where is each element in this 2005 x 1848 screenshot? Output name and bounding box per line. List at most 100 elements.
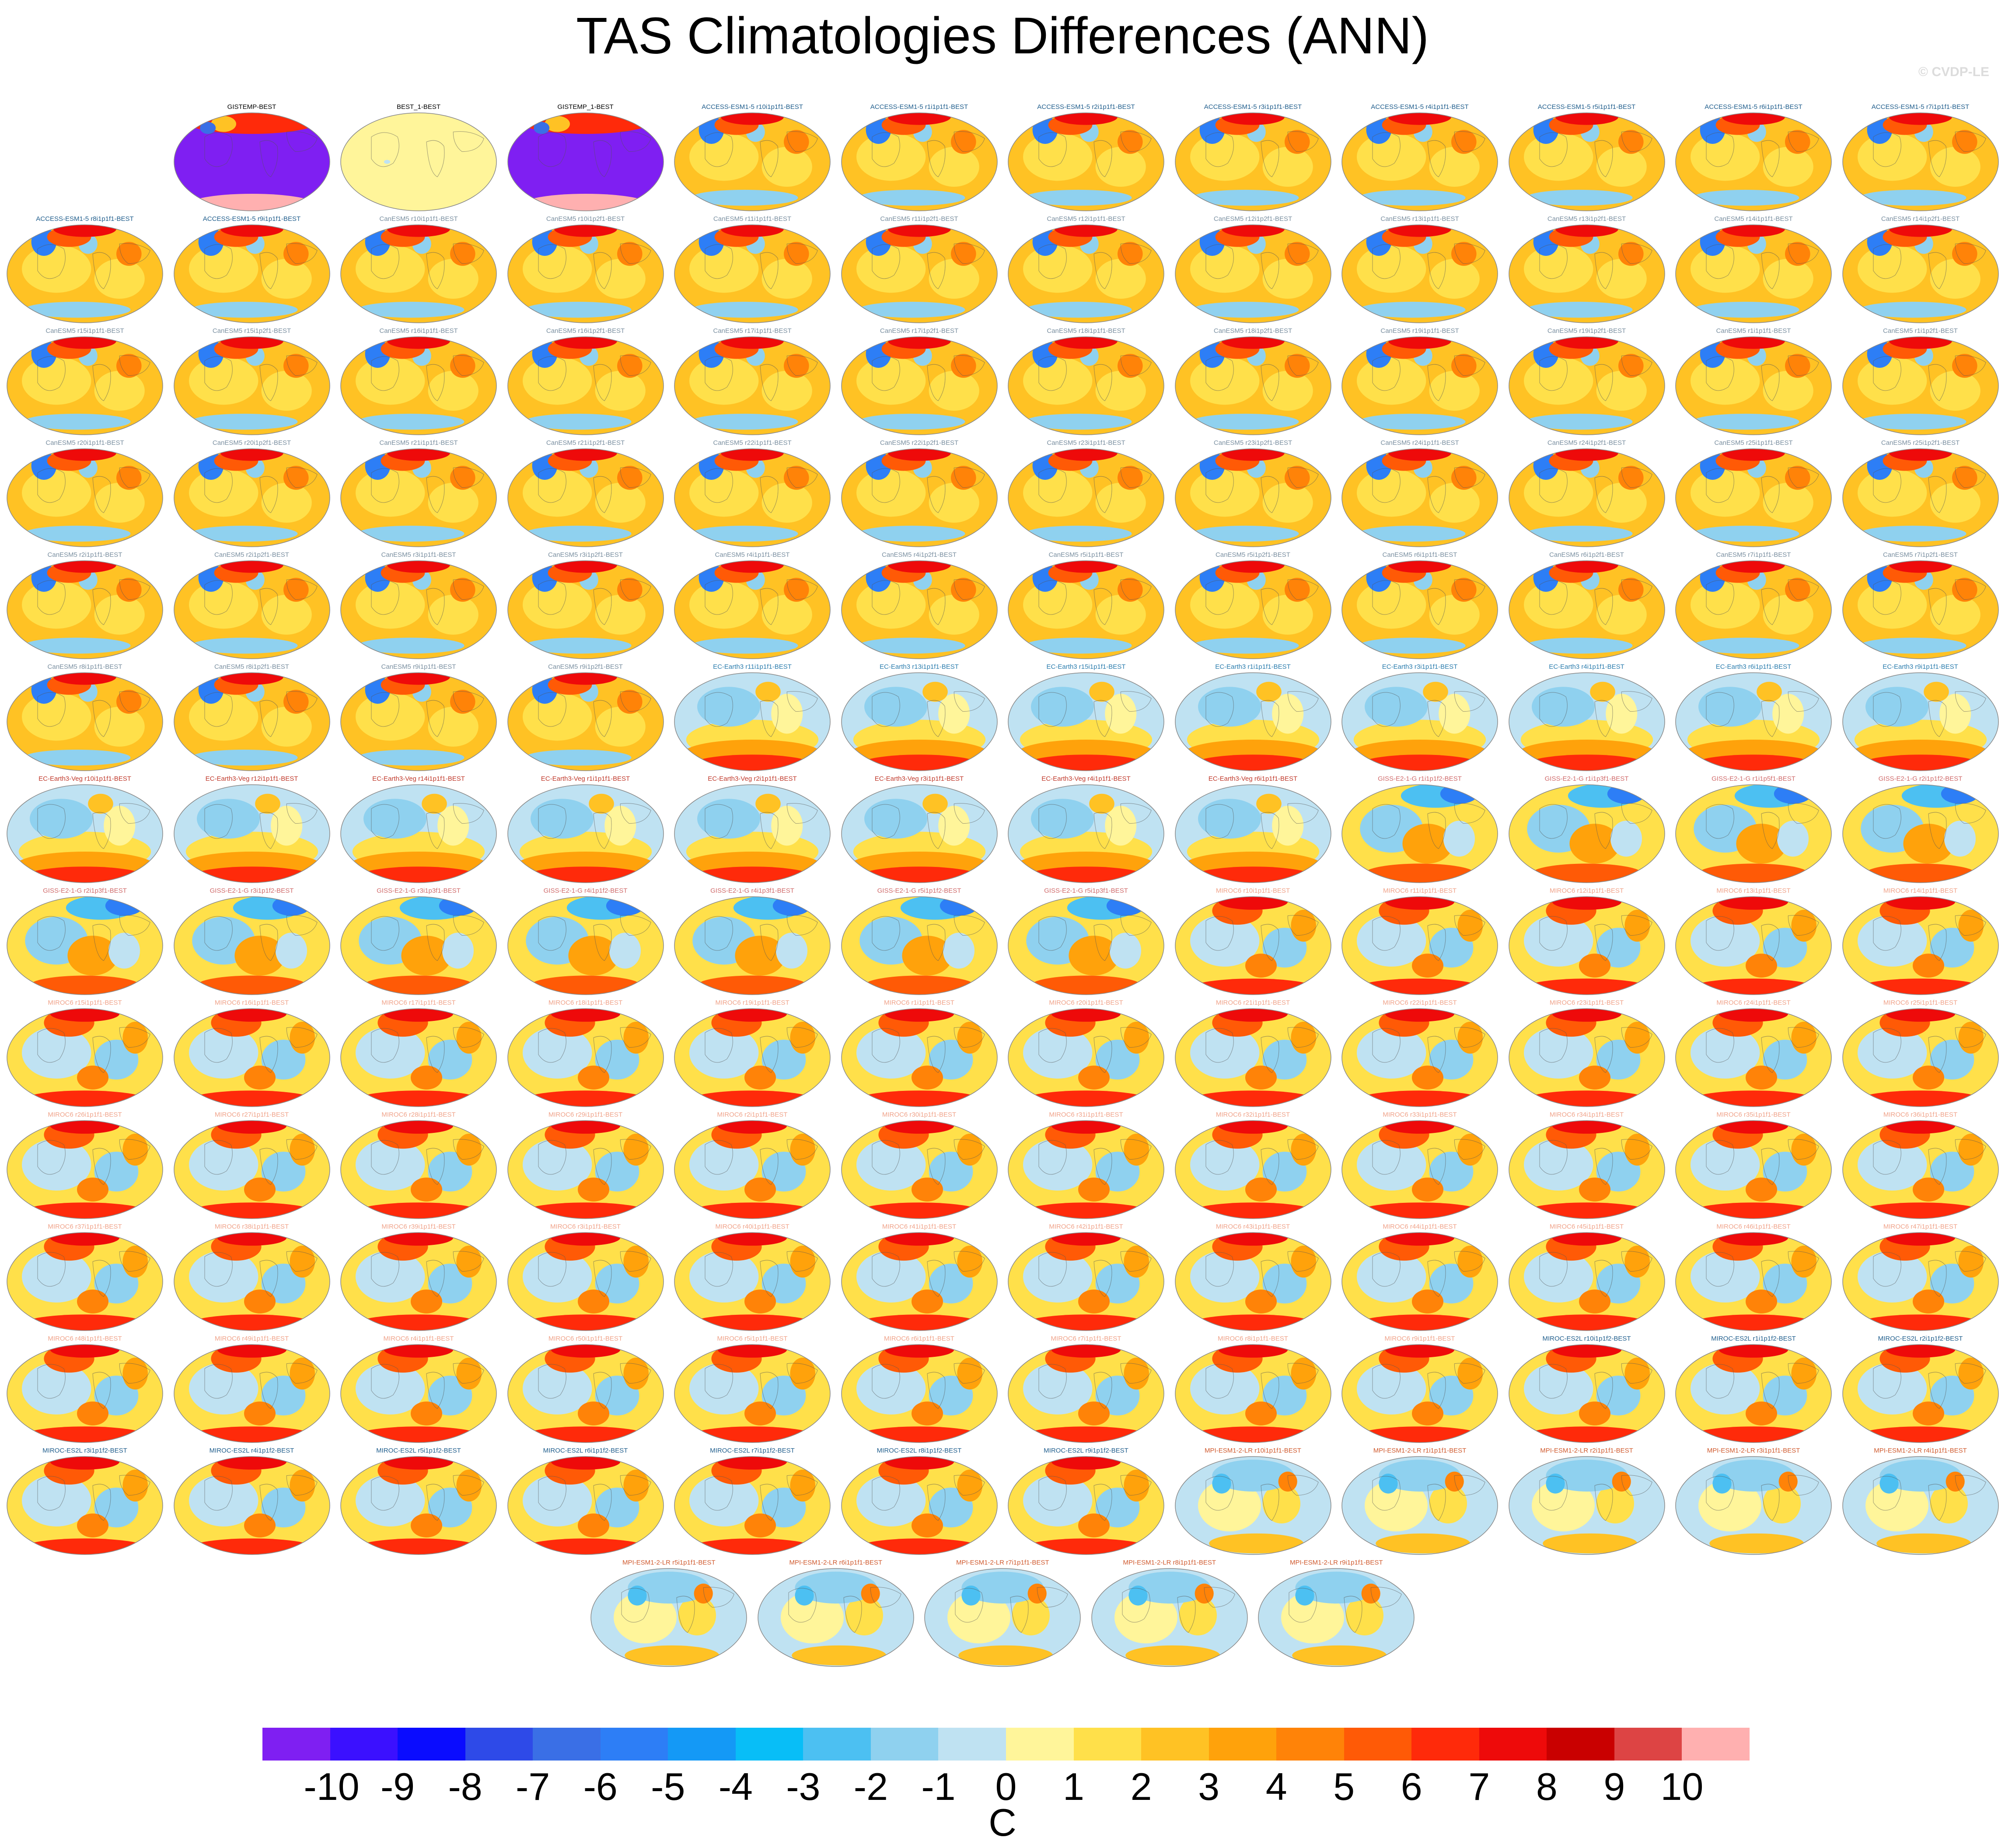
- map-ellipse: [1008, 1120, 1164, 1219]
- map-panel: CanESM5 r4i1p2f1-BEST: [841, 551, 998, 661]
- map-panel: CanESM5 r12i1p2f1-BEST: [1174, 215, 1332, 325]
- panel-title: MIROC6 r26i1p1f1-BEST: [48, 1111, 122, 1118]
- map-ellipse: [1508, 672, 1665, 771]
- panel-title: GISS-E2-1-G r3i1p3f1-BEST: [377, 887, 461, 894]
- colorbar-box: [398, 1728, 466, 1761]
- panel-title: CanESM5 r5i1p1f1-BEST: [1048, 551, 1124, 559]
- panel-title: MIROC6 r18i1p1f1-BEST: [548, 999, 623, 1006]
- map-panel: ACCESS-ESM1-5 r10i1p1f1-BEST: [674, 103, 831, 213]
- map-ellipse: [340, 560, 497, 659]
- panel-title: MPI-ESM1-2-LR r8i1p1f1-BEST: [1123, 1559, 1216, 1566]
- map-ellipse: [340, 1120, 497, 1219]
- map-panel: MIROC6 r15i1p1f1-BEST: [6, 999, 164, 1109]
- map-panel: MIROC6 r36i1p1f1-BEST: [1842, 1111, 1999, 1221]
- panel-title: CanESM5 r24i1p1f1-BEST: [1380, 439, 1459, 447]
- colorbar-box: [938, 1728, 1006, 1761]
- map-panel: ACCESS-ESM1-5 r5i1p1f1-BEST: [1508, 103, 1666, 213]
- panel-title: MPI-ESM1-2-LR r5i1p1f1-BEST: [622, 1559, 716, 1566]
- map-panel: MIROC-ES2L r9i1p1f2-BEST: [1007, 1447, 1165, 1557]
- map-panel: MIROC-ES2L r5i1p1f2-BEST: [340, 1447, 497, 1557]
- map-ellipse: [1508, 1344, 1665, 1443]
- map-ellipse: [841, 1456, 998, 1555]
- map-ellipse: [1675, 336, 1832, 435]
- map-panel: MIROC6 r50i1p1f1-BEST: [507, 1335, 664, 1445]
- map-ellipse: [1508, 1232, 1665, 1331]
- map-ellipse: [7, 224, 163, 323]
- map-panel: MIROC6 r26i1p1f1-BEST: [6, 1111, 164, 1221]
- map-panel: GISS-E2-1-G r4i1p3f1-BEST: [674, 887, 831, 997]
- map-panel: MIROC-ES2L r2i1p1f2-BEST: [1842, 1335, 1999, 1445]
- map-panel: CanESM5 r3i1p2f1-BEST: [507, 551, 664, 661]
- map-ellipse: [173, 1232, 330, 1331]
- map-ellipse: [674, 896, 831, 995]
- map-panel: MIROC6 r29i1p1f1-BEST: [507, 1111, 664, 1221]
- map-ellipse: [340, 1456, 497, 1555]
- map-panel: MPI-ESM1-2-LR r8i1p1f1-BEST: [1091, 1559, 1248, 1669]
- panel-title: CanESM5 r25i1p1f1-BEST: [1714, 439, 1793, 447]
- panel-title: CanESM5 r7i1p2f1-BEST: [1883, 551, 1958, 559]
- map-panel: CanESM5 r3i1p1f1-BEST: [340, 551, 497, 661]
- map-panel: GISS-E2-1-G r4i1p1f2-BEST: [507, 887, 664, 997]
- map-panel: ACCESS-ESM1-5 r3i1p1f1-BEST: [1174, 103, 1332, 213]
- map-panel: EC-Earth3 r4i1p1f1-BEST: [1508, 663, 1666, 773]
- map-ellipse: [1008, 112, 1164, 211]
- map-panel: MIROC6 r10i1p1f1-BEST: [1174, 887, 1332, 997]
- map-panel: CanESM5 r16i1p2f1-BEST: [507, 327, 664, 437]
- map-panel: MIROC6 r2i1p1f1-BEST: [674, 1111, 831, 1221]
- map-panel: GISS-E2-1-G r2i1p1f2-BEST: [1842, 775, 1999, 885]
- map-panel: GISS-E2-1-G r1i1p1f2-BEST: [1341, 775, 1499, 885]
- map-panel: MIROC-ES2L r8i1p1f2-BEST: [841, 1447, 998, 1557]
- map-panel: MIROC6 r6i1p1f1-BEST: [841, 1335, 998, 1445]
- map-panel: MIROC6 r25i1p1f1-BEST: [1842, 999, 1999, 1109]
- map-ellipse: [173, 896, 330, 995]
- panel-title: MIROC6 r13i1p1f1-BEST: [1716, 887, 1791, 894]
- panel-title: ACCESS-ESM1-5 r10i1p1f1-BEST: [702, 103, 803, 111]
- map-ellipse: [1008, 336, 1164, 435]
- colorbar-box: [1479, 1728, 1547, 1761]
- panel-title: MIROC6 r31i1p1f1-BEST: [1049, 1111, 1123, 1118]
- panel-title: GISTEMP-BEST: [227, 103, 276, 111]
- map-ellipse: [1675, 1008, 1832, 1107]
- panel-title: CanESM5 r16i1p1f1-BEST: [379, 327, 458, 335]
- map-panel: MIROC6 r7i1p1f1-BEST: [1007, 1335, 1165, 1445]
- map-panel: MIROC-ES2L r6i1p1f2-BEST: [507, 1447, 664, 1557]
- panel-title: MIROC6 r35i1p1f1-BEST: [1716, 1111, 1791, 1118]
- panel-title: MIROC6 r4i1p1f1-BEST: [383, 1335, 454, 1342]
- map-ellipse: [507, 896, 664, 995]
- colorbar-tick-label: -2: [853, 1765, 888, 1808]
- map-ellipse: [1842, 1120, 1999, 1219]
- map-ellipse: [7, 1456, 163, 1555]
- panel-title: EC-Earth3 r9i1p1f1-BEST: [1883, 663, 1958, 671]
- colorbar-box: [870, 1728, 939, 1761]
- map-panel: MIROC6 r27i1p1f1-BEST: [173, 1111, 331, 1221]
- panel-title: CanESM5 r10i1p1f1-BEST: [379, 215, 458, 223]
- map-ellipse: [1008, 1344, 1164, 1443]
- colorbar-tick-label: 6: [1401, 1765, 1422, 1808]
- map-ellipse: [173, 336, 330, 435]
- map-ellipse: [1842, 1456, 1999, 1555]
- map-panel: ACCESS-ESM1-5 r9i1p1f1-BEST: [173, 215, 331, 325]
- map-ellipse: [173, 1456, 330, 1555]
- map-panel: CanESM5 r16i1p1f1-BEST: [340, 327, 497, 437]
- colorbar: [262, 1728, 1750, 1761]
- colorbar-box: [1547, 1728, 1615, 1761]
- panel-title: MIROC6 r28i1p1f1-BEST: [381, 1111, 456, 1118]
- panel-title: MIROC6 r39i1p1f1-BEST: [381, 1223, 456, 1230]
- panel-title: MIROC-ES2L r6i1p1f2-BEST: [543, 1447, 628, 1454]
- colorbar-tick-label: 5: [1333, 1765, 1355, 1808]
- map-panel: MIROC6 r17i1p1f1-BEST: [340, 999, 497, 1109]
- map-ellipse: [1091, 1568, 1248, 1667]
- panel-title: GISS-E2-1-G r2i1p3f1-BEST: [43, 887, 127, 894]
- panel-title: CanESM5 r1i1p2f1-BEST: [1883, 327, 1958, 335]
- map-panel: MIROC-ES2L r10i1p1f2-BEST: [1508, 1335, 1666, 1445]
- panel-title: CanESM5 r17i1p1f1-BEST: [713, 327, 792, 335]
- map-ellipse: [1675, 112, 1832, 211]
- map-ellipse: [1675, 896, 1832, 995]
- panel-title: GISS-E2-1-G r4i1p3f1-BEST: [710, 887, 794, 894]
- panel-title: MIROC-ES2L r4i1p1f2-BEST: [209, 1447, 294, 1454]
- map-ellipse: [924, 1568, 1081, 1667]
- map-panel: CanESM5 r8i1p2f1-BEST: [173, 663, 331, 773]
- map-panel: CanESM5 r22i1p1f1-BEST: [674, 439, 831, 549]
- panel-title: MIROC6 r25i1p1f1-BEST: [1883, 999, 1958, 1006]
- panel-title: MIROC6 r43i1p1f1-BEST: [1216, 1223, 1290, 1230]
